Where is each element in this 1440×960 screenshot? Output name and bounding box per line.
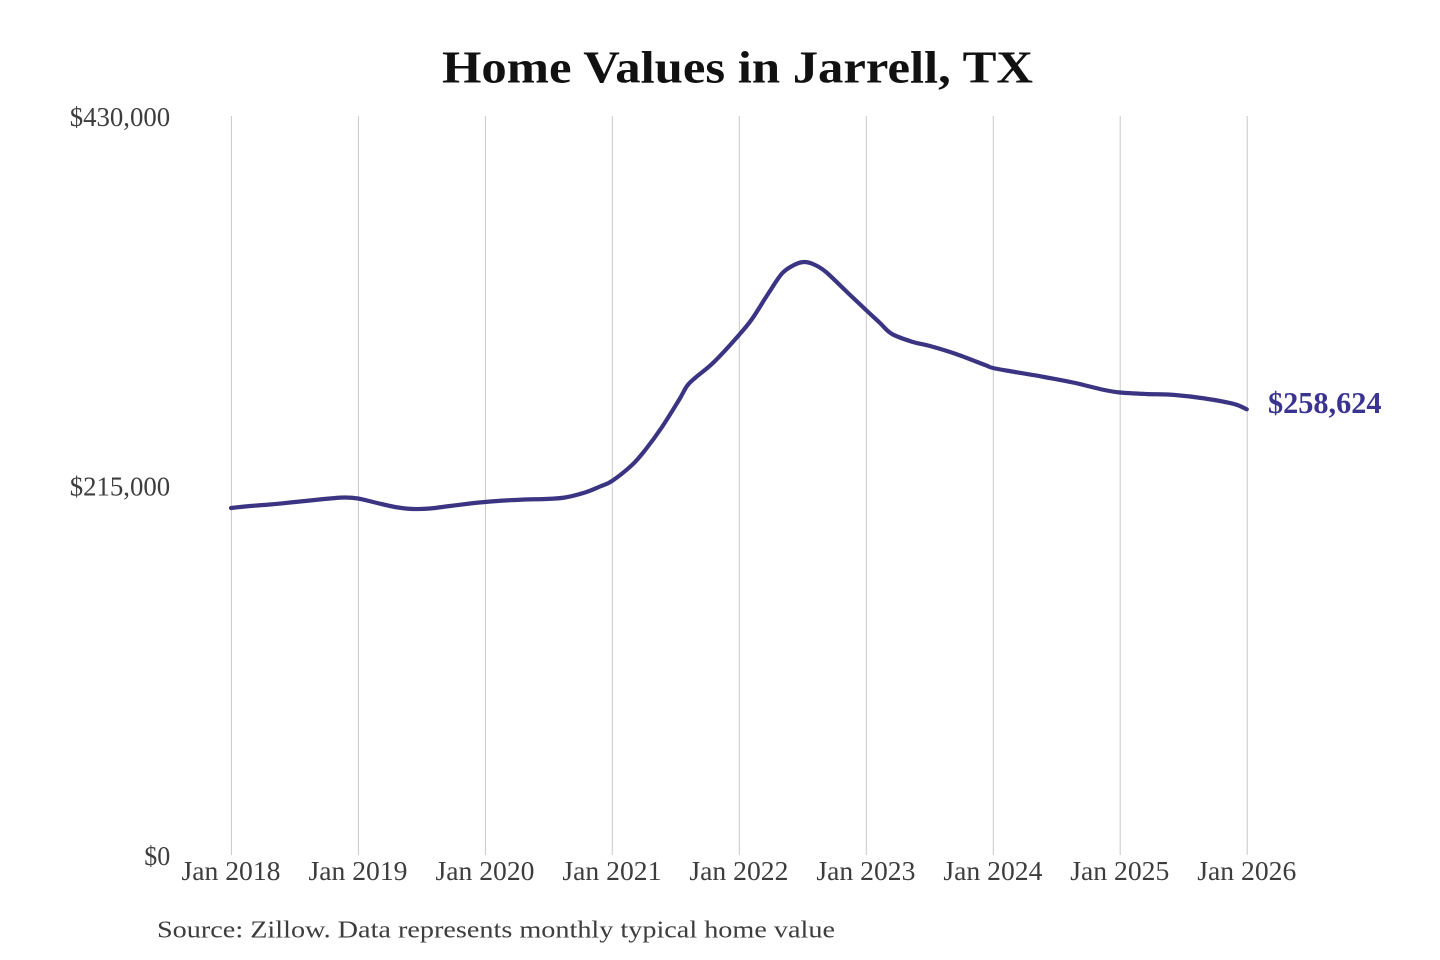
svg-text:$258,624: $258,624: [1268, 385, 1382, 420]
svg-text:Jan 2026: Jan 2026: [1197, 856, 1296, 886]
svg-text:Source: Zillow. Data represent: Source: Zillow. Data represents monthly …: [157, 918, 835, 944]
svg-text:Jan 2019: Jan 2019: [309, 856, 408, 886]
svg-text:$215,000: $215,000: [70, 472, 171, 502]
svg-text:$430,000: $430,000: [70, 102, 171, 132]
svg-text:$0: $0: [144, 841, 170, 871]
svg-text:Jan 2020: Jan 2020: [436, 856, 535, 886]
svg-text:Jan 2023: Jan 2023: [816, 856, 915, 886]
svg-text:Jan 2025: Jan 2025: [1070, 856, 1169, 886]
svg-text:Jan 2018: Jan 2018: [182, 856, 281, 886]
svg-text:Jan 2021: Jan 2021: [562, 856, 661, 886]
svg-text:Jan 2022: Jan 2022: [689, 856, 788, 886]
svg-text:Jan 2024: Jan 2024: [943, 856, 1043, 886]
svg-text:Home Values in Jarrell, TX: Home Values in Jarrell, TX: [442, 42, 1033, 93]
